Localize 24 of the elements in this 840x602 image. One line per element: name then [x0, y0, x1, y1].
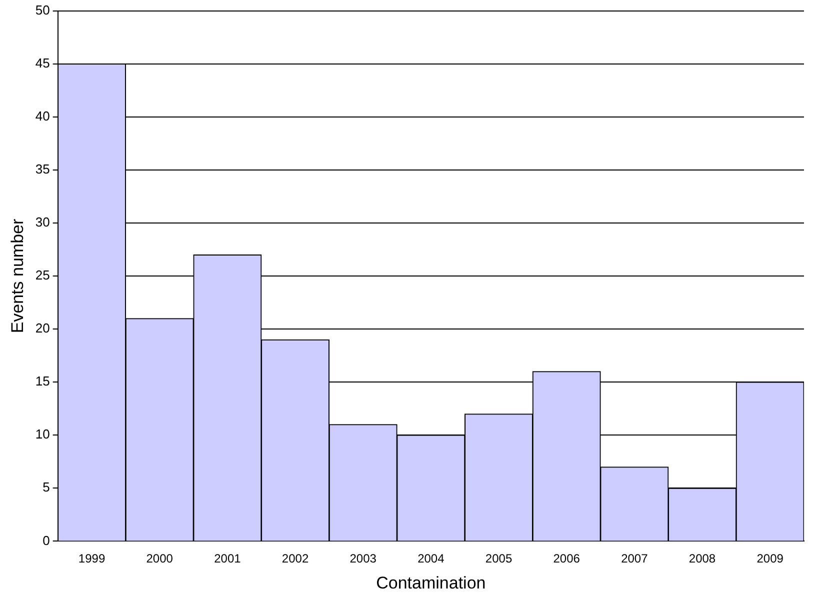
x-tick-label: 2007	[621, 552, 648, 566]
x-tick-label: 2001	[214, 552, 242, 566]
x-tick-label: 2003	[350, 552, 377, 566]
x-tick-label: 2006	[553, 552, 580, 566]
y-tick-label: 30	[35, 214, 50, 230]
x-tick-label: 2005	[485, 552, 512, 566]
y-tick-label: 15	[35, 374, 50, 389]
x-tick-label: 1999	[78, 552, 106, 566]
y-tick-label: 25	[35, 268, 50, 283]
x-axis-title: Contamination	[376, 573, 486, 592]
x-tick-label: 2002	[282, 552, 309, 566]
y-tick-label: 35	[35, 162, 50, 176]
x-tick-label: 2008	[688, 552, 716, 566]
y-tick-label: 5	[42, 480, 50, 495]
x-tick-label: 2004	[418, 552, 445, 566]
y-tick-label: 45	[35, 55, 50, 70]
x-tick-label: 2000	[146, 552, 174, 566]
y-axis-title: Events number	[8, 218, 27, 334]
y-tick-label: 20	[35, 320, 50, 336]
x-tick-label: 2009	[756, 552, 784, 566]
y-tick-label: 10	[35, 426, 50, 442]
y-tick-label: 40	[35, 108, 50, 124]
y-tick-label: 50	[35, 2, 50, 18]
y-tick-label: 0	[42, 532, 50, 548]
